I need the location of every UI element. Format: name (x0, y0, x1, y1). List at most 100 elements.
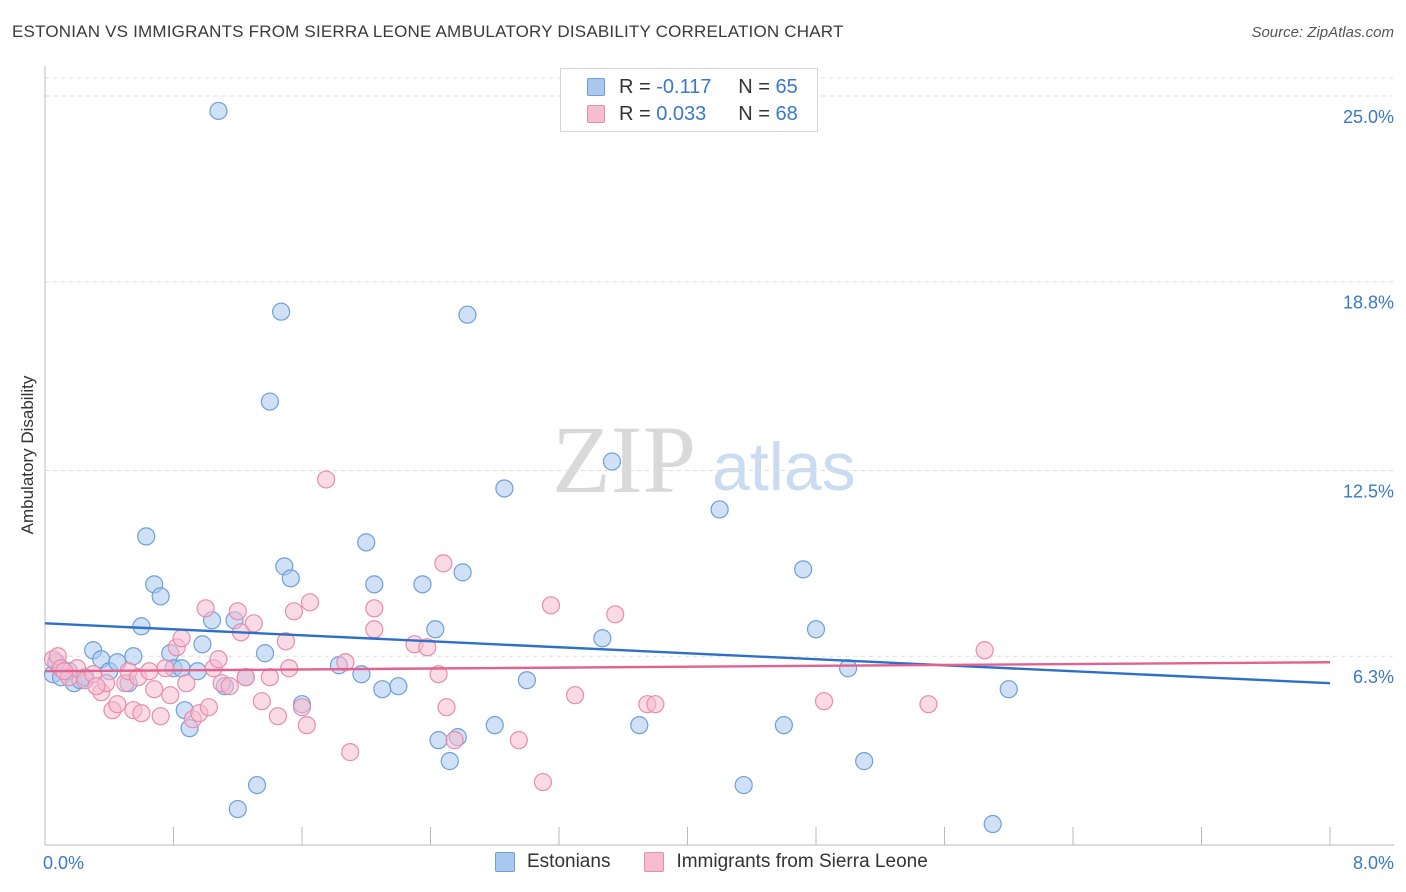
legend-r-label: R = (619, 75, 651, 98)
point-estonians (373, 680, 392, 699)
point-estonians (839, 659, 858, 678)
legend-r-label: R = (619, 102, 651, 125)
trend-line-estonians (44, 622, 1331, 685)
point-estonians (228, 799, 247, 819)
legend-swatch-pink (587, 105, 605, 123)
legend-row-sierra-leone: R = 0.033 N = 68 (587, 101, 798, 127)
point-sierra-leone (108, 695, 127, 714)
point-sierra-leone (814, 692, 834, 711)
point-estonians (999, 680, 1018, 699)
point-estonians (413, 575, 432, 594)
point-estonians (983, 814, 1002, 834)
point-estonians (440, 752, 459, 771)
point-sierra-leone (260, 668, 279, 687)
point-sierra-leone (509, 731, 528, 750)
point-sierra-leone (252, 692, 271, 711)
point-sierra-leone (646, 695, 665, 714)
point-sierra-leone (132, 704, 151, 723)
legend-item-estonians: Estonians (495, 851, 610, 873)
point-estonians (365, 575, 384, 594)
point-estonians (193, 635, 212, 654)
point-sierra-leone (284, 602, 304, 621)
point-estonians (247, 775, 267, 795)
point-sierra-leone (228, 602, 247, 621)
legend-item-sierra-leone: Immigrants from Sierra Leone (644, 851, 928, 873)
point-sierra-leone (975, 641, 994, 660)
legend-label-estonians: Estonians (527, 851, 611, 872)
point-sierra-leone (172, 629, 191, 648)
point-estonians (272, 302, 291, 321)
point-sierra-leone (365, 599, 384, 618)
tick-labels: 6.3% 12.5% 18.8% 25.0% 0.0% 8.0% (43, 107, 1394, 873)
chart-title: ESTONIAN VS IMMIGRANTS FROM SIERRA LEONE… (12, 22, 844, 41)
point-sierra-leone (196, 599, 215, 618)
point-estonians (485, 716, 504, 735)
watermark: ZIP atlas (552, 406, 856, 513)
point-sierra-leone (151, 707, 170, 726)
legend-row-estonians: R = -0.117 N = 65 (587, 74, 798, 100)
point-sierra-leone (220, 677, 239, 696)
point-sierra-leone (300, 593, 320, 612)
point-sierra-leone (606, 605, 625, 624)
point-sierra-leone (316, 470, 336, 489)
point-sierra-leone (209, 650, 228, 669)
point-sierra-leone (161, 686, 180, 705)
y-axis-label: Ambulatory Disability (18, 375, 37, 535)
point-estonians (357, 533, 376, 552)
point-estonians (593, 629, 612, 648)
point-sierra-leone (292, 698, 312, 717)
point-estonians (429, 731, 448, 750)
axes (44, 66, 1394, 846)
point-estonians (172, 659, 191, 678)
y-tick-label: 12.5% (1343, 481, 1394, 501)
data-points (43, 101, 1018, 834)
point-sierra-leone (268, 707, 288, 726)
trend-line-sierra-leone (44, 661, 1331, 673)
legend-r-value: 0.033 (656, 102, 707, 125)
point-sierra-leone (919, 695, 938, 714)
point-sierra-leone (429, 665, 448, 684)
point-estonians (426, 620, 445, 639)
point-sierra-leone (280, 659, 299, 678)
point-sierra-leone (87, 677, 106, 696)
legend-n-value: 68 (775, 102, 798, 125)
point-estonians (124, 647, 143, 666)
point-sierra-leone (276, 632, 296, 651)
point-estonians (389, 677, 408, 696)
point-sierra-leone (533, 772, 553, 792)
grid-lines (45, 77, 1394, 657)
point-sierra-leone (297, 716, 316, 735)
point-estonians (794, 560, 813, 579)
point-estonians (458, 305, 477, 324)
point-sierra-leone (199, 698, 218, 717)
legend-label-sierra-leone: Immigrants from Sierra Leone (676, 851, 928, 872)
watermark-atlas: atlas (712, 429, 856, 505)
point-sierra-leone (565, 686, 585, 705)
point-estonians (774, 716, 793, 735)
point-sierra-leone (434, 554, 453, 573)
point-estonians (855, 752, 874, 771)
point-sierra-leone (445, 731, 464, 750)
watermark-zip: ZIP (552, 406, 696, 513)
legend-swatch-blue (495, 852, 515, 872)
stats-legend: R = -0.117 N = 65 R = 0.033 N = 68 (560, 68, 818, 132)
legend-n-value: 65 (775, 75, 798, 98)
point-estonians (260, 392, 279, 411)
point-estonians (137, 527, 156, 546)
point-estonians (495, 479, 514, 498)
y-tick-label: 6.3% (1353, 667, 1394, 687)
x-tick-label: 0.0% (43, 853, 84, 873)
legend-n-label: N = (738, 102, 770, 125)
point-estonians (630, 716, 649, 735)
point-sierra-leone (365, 620, 384, 639)
y-tick-label: 18.8% (1343, 293, 1394, 313)
point-sierra-leone (541, 596, 561, 615)
point-estonians (453, 563, 472, 582)
legend-swatch-pink (644, 852, 665, 872)
chart-source: Source: ZipAtlas.com (1251, 24, 1394, 41)
point-estonians (132, 617, 151, 636)
point-estonians (602, 452, 622, 471)
point-estonians (151, 587, 170, 606)
point-sierra-leone (418, 638, 437, 657)
x-tick-label: 8.0% (1353, 853, 1394, 873)
